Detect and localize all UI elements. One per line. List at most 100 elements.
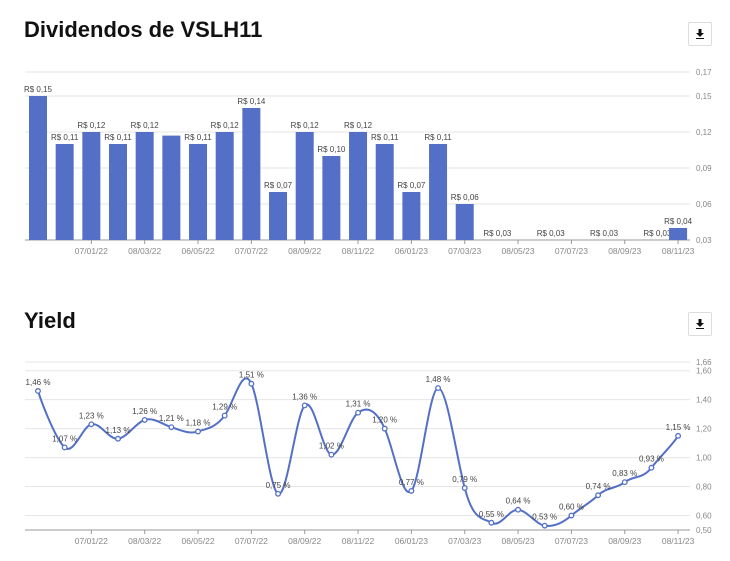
- x-tick-label: 06/05/22: [181, 246, 214, 256]
- yield-value-label: 0,75 %: [266, 481, 291, 490]
- x-tick-label: 07/03/23: [448, 536, 481, 546]
- y-tick-label: 0,09: [696, 164, 712, 173]
- yield-value-label: 0,93 %: [639, 455, 664, 464]
- bar-value-label: R$ 0,06: [451, 193, 480, 202]
- dividend-bar: [669, 228, 688, 240]
- dividend-bar: [242, 108, 261, 240]
- bar-value-label: R$ 0,03: [483, 229, 512, 238]
- yield-value-label: 1,07 %: [52, 434, 77, 443]
- yield-value-label: 1,02 %: [319, 442, 344, 451]
- x-tick-label: 06/01/23: [395, 536, 428, 546]
- dividend-bar: [135, 132, 154, 240]
- x-tick-label: 08/05/23: [502, 246, 535, 256]
- yield-value-label: 0,77 %: [399, 478, 424, 487]
- bar-value-label: R$ 0,15: [24, 85, 53, 94]
- bar-value-label: R$ 0,03: [590, 229, 619, 238]
- yield-point: [621, 479, 628, 486]
- y-tick-label: 0,60: [696, 512, 712, 521]
- dividend-bar: [215, 132, 234, 240]
- bar-value-label: R$ 0,12: [77, 121, 106, 130]
- x-tick-label: 06/05/22: [181, 536, 214, 546]
- yield-point: [355, 409, 361, 416]
- download-icon: [696, 29, 704, 39]
- y-tick-label: 1,60: [696, 367, 712, 376]
- yield-point: [435, 385, 441, 392]
- yield-point: [461, 485, 468, 491]
- yield-point: [195, 428, 201, 435]
- x-tick-label: 06/01/23: [395, 246, 428, 256]
- dividend-bar: [162, 135, 181, 240]
- yield-point: [275, 490, 281, 497]
- yield-point: [675, 432, 682, 439]
- bar-value-label: R$ 0,14: [237, 97, 266, 106]
- y-tick-label: 0,06: [696, 200, 712, 209]
- download-dividends-button[interactable]: [688, 22, 712, 46]
- y-tick-label: 0,50: [696, 526, 712, 535]
- yield-point: [168, 424, 175, 431]
- bar-value-label: R$ 0,11: [51, 133, 79, 142]
- yield-value-label: 1,18 %: [186, 419, 211, 428]
- x-tick-label: 07/07/22: [235, 536, 268, 546]
- y-tick-label: 0,03: [696, 236, 712, 245]
- y-tick-label: 1,66: [696, 358, 712, 367]
- dividend-bar: [375, 144, 394, 240]
- bar-value-label: R$ 0,07: [397, 181, 426, 190]
- x-tick-label: 08/05/23: [502, 536, 535, 546]
- bar-value-label: R$ 0,03: [643, 229, 672, 238]
- yield-value-label: 1,13 %: [106, 426, 131, 435]
- bar-value-label: R$ 0,10: [317, 145, 346, 154]
- yield-point: [301, 402, 308, 409]
- y-tick-label: 0,12: [696, 128, 712, 137]
- dividend-bar: [402, 192, 421, 240]
- dividend-bar: [55, 144, 74, 240]
- y-tick-label: 1,00: [696, 454, 712, 463]
- yield-value-label: 1,48 %: [426, 375, 451, 384]
- yield-point: [595, 492, 602, 499]
- x-tick-label: 08/03/22: [128, 536, 161, 546]
- yield-value-label: 1,36 %: [292, 392, 317, 401]
- yield-point: [648, 464, 655, 471]
- yield-point: [568, 512, 575, 519]
- bar-value-label: R$ 0,03: [537, 229, 566, 238]
- yield-point: [488, 519, 495, 526]
- yield-value-label: 1,51 %: [239, 371, 264, 380]
- bar-value-label: R$ 0,07: [264, 181, 293, 190]
- yield-value-label: 1,31 %: [346, 400, 371, 409]
- dividend-bar: [455, 204, 474, 240]
- x-tick-label: 08/09/23: [608, 536, 641, 546]
- bar-value-label: R$ 0,11: [424, 133, 452, 142]
- bar-value-label: R$ 0,11: [104, 133, 132, 142]
- dividend-bar: [322, 156, 341, 240]
- yield-value-label: 1,46 %: [26, 378, 51, 387]
- yield-point: [115, 435, 121, 442]
- yield-point: [408, 487, 415, 494]
- y-tick-label: 1,40: [696, 396, 712, 405]
- yield-chart-title: Yield: [24, 308, 76, 333]
- y-tick-label: 1,20: [696, 425, 712, 434]
- yield-point: [381, 425, 388, 432]
- yield-point: [541, 522, 548, 529]
- yield-point: [515, 506, 522, 513]
- x-tick-label: 07/07/22: [235, 246, 268, 256]
- yield-value-label: 0,64 %: [506, 497, 531, 506]
- x-tick-label: 07/03/23: [448, 246, 481, 256]
- yield-point: [221, 412, 228, 419]
- dividends-chart-title: Dividendos de VSLH11: [24, 17, 263, 42]
- x-tick-label: 07/01/22: [75, 536, 108, 546]
- download-yield-button[interactable]: [688, 312, 712, 336]
- yield-point: [35, 388, 41, 394]
- bar-value-label: R$ 0,12: [344, 121, 373, 130]
- yield-value-label: 0,74 %: [586, 482, 611, 491]
- dividend-bar: [429, 144, 448, 240]
- yield-point: [141, 416, 148, 423]
- dividend-bar: [109, 144, 128, 240]
- dividends-bar-chart: 0,17 0,15 0,12 0,09 0,06 0,03 07/01/22 08/03/22…: [24, 68, 712, 256]
- yield-value-label: 0,83 %: [612, 469, 637, 478]
- y-tick-label: 0,17: [696, 68, 712, 77]
- y-tick-label: 0,15: [696, 92, 712, 101]
- yield-value-label: 1,26 %: [132, 407, 157, 416]
- x-tick-label: 07/07/23: [555, 536, 588, 546]
- dividend-bar: [269, 192, 288, 240]
- yield-value-label: 0,79 %: [452, 475, 477, 484]
